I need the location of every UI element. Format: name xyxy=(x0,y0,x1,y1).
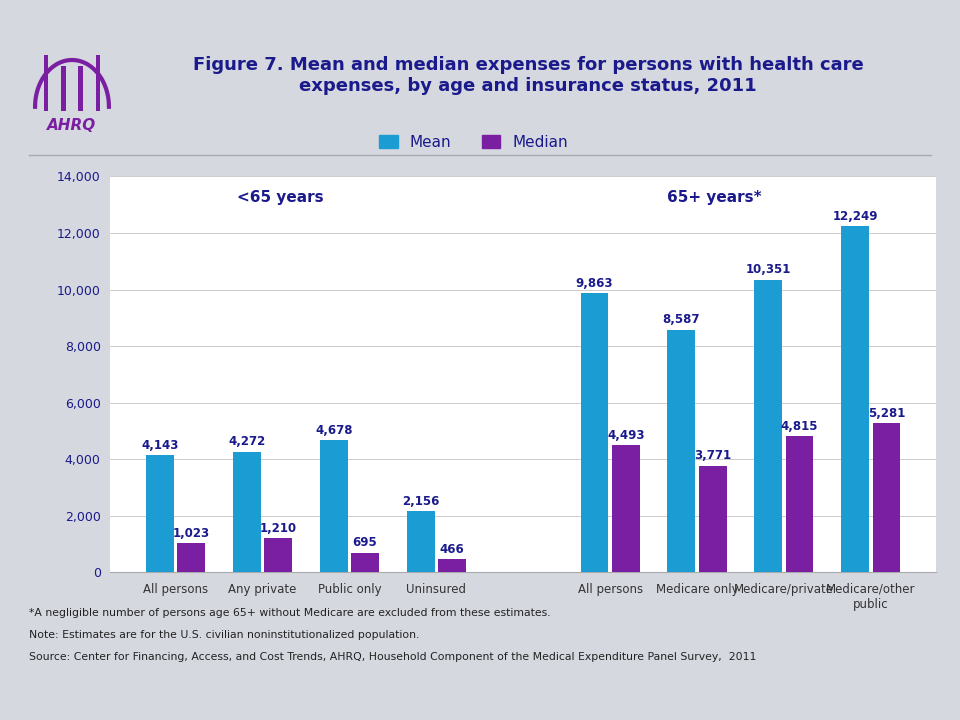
Bar xyxy=(785,436,813,572)
Text: *A negligible number of persons age 65+ without Medicare are excluded from these: *A negligible number of persons age 65+ … xyxy=(29,608,550,618)
Bar xyxy=(320,440,348,572)
Text: 9,863: 9,863 xyxy=(576,277,613,290)
Bar xyxy=(61,66,65,111)
Bar xyxy=(755,279,782,572)
Text: 4,493: 4,493 xyxy=(607,429,644,442)
Legend: Mean, Median: Mean, Median xyxy=(373,129,574,156)
Text: 10,351: 10,351 xyxy=(746,264,791,276)
Text: 4,272: 4,272 xyxy=(228,435,266,448)
Bar xyxy=(667,330,695,572)
Text: 5,281: 5,281 xyxy=(868,407,905,420)
Text: 4,143: 4,143 xyxy=(141,438,179,452)
Bar xyxy=(44,55,48,111)
Text: 466: 466 xyxy=(440,543,465,556)
Bar xyxy=(146,455,174,572)
Bar xyxy=(264,538,292,572)
Bar xyxy=(178,544,205,572)
Text: AHRQ: AHRQ xyxy=(47,119,97,133)
Bar xyxy=(873,423,900,572)
Bar xyxy=(841,226,869,572)
Text: Figure 7. Mean and median expenses for persons with health care
expenses, by age: Figure 7. Mean and median expenses for p… xyxy=(193,56,863,95)
Text: 65+ years*: 65+ years* xyxy=(667,190,761,205)
Bar xyxy=(79,66,83,111)
Bar xyxy=(351,553,379,572)
Text: 12,249: 12,249 xyxy=(832,210,878,222)
Bar xyxy=(699,466,727,572)
Bar xyxy=(407,511,435,572)
Text: Note: Estimates are for the U.S. civilian noninstitutionalized population.: Note: Estimates are for the U.S. civilia… xyxy=(29,630,420,640)
Text: Source: Center for Financing, Access, and Cost Trends, AHRQ, Household Component: Source: Center for Financing, Access, an… xyxy=(29,652,756,662)
Text: 4,815: 4,815 xyxy=(780,420,818,433)
Bar xyxy=(233,451,261,572)
Text: 1,210: 1,210 xyxy=(259,522,297,535)
Bar xyxy=(96,55,100,111)
Text: 695: 695 xyxy=(352,536,377,549)
Text: 8,587: 8,587 xyxy=(662,313,700,326)
Bar xyxy=(612,445,639,572)
Bar xyxy=(438,559,466,572)
Text: 4,678: 4,678 xyxy=(315,423,352,437)
Text: 1,023: 1,023 xyxy=(173,527,210,540)
Text: <65 years: <65 years xyxy=(236,190,324,205)
Bar xyxy=(581,294,609,572)
Text: 2,156: 2,156 xyxy=(402,495,440,508)
Text: 3,771: 3,771 xyxy=(694,449,732,462)
